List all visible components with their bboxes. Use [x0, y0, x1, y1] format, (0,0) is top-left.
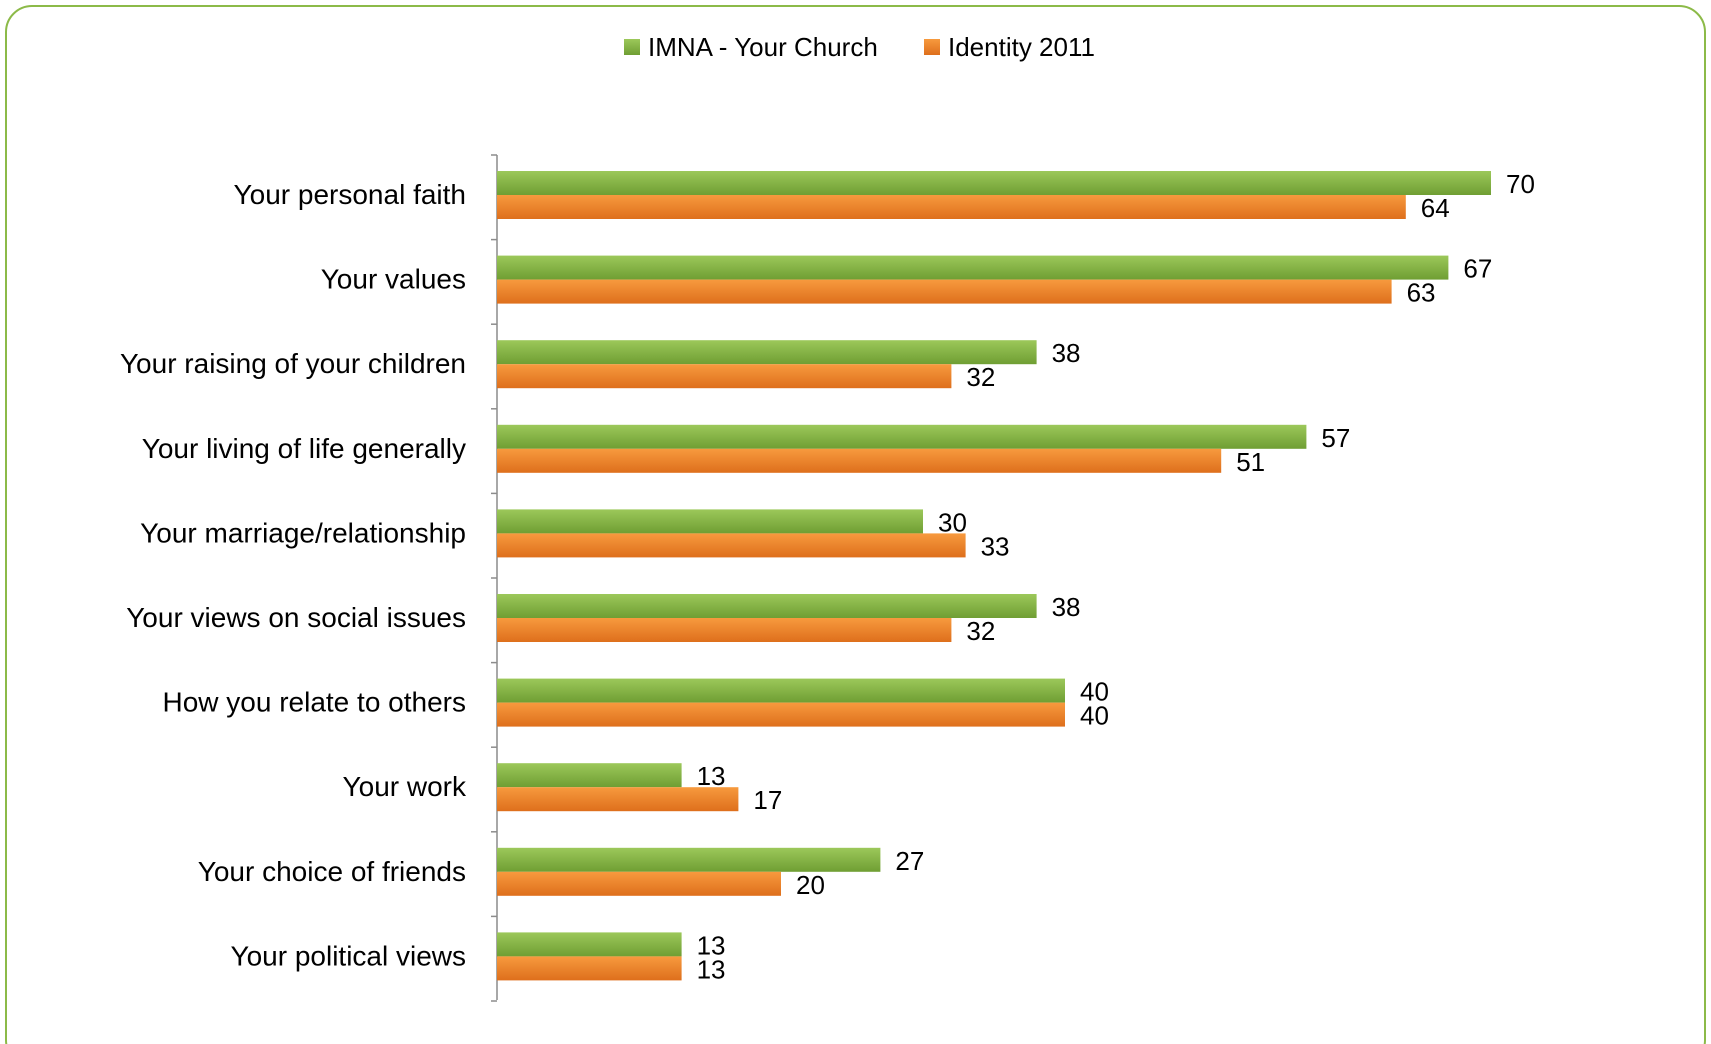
- data-label-series-1: 13: [697, 761, 726, 791]
- bar-series-1: [497, 763, 682, 788]
- data-label-series-1: 57: [1321, 423, 1350, 453]
- bar-series-2: [497, 871, 781, 896]
- bar-series-2: [497, 956, 682, 981]
- data-label-series-2: 20: [796, 870, 825, 900]
- category-label: Your work: [343, 771, 467, 802]
- bar-series-2: [497, 279, 1392, 304]
- bar-series-1: [497, 594, 1037, 618]
- data-label-series-2: 32: [966, 616, 995, 646]
- legend-label-series-1: IMNA - Your Church: [648, 32, 878, 62]
- data-label-series-1: 30: [938, 507, 967, 537]
- category-label: Your views on social issues: [126, 602, 466, 633]
- data-label-series-1: 38: [1052, 338, 1081, 368]
- bar-series-1: [497, 509, 923, 534]
- y-axis-ticks: [491, 154, 497, 1002]
- category-label: Your political views: [230, 940, 466, 971]
- bars: [497, 171, 1491, 981]
- data-label-series-1: 70: [1506, 169, 1535, 199]
- category-label: Your raising of your children: [120, 348, 466, 379]
- bar-series-1: [497, 255, 1449, 280]
- bar-series-1: [497, 424, 1307, 449]
- bar-series-2: [497, 618, 952, 642]
- bar-series-2: [497, 195, 1406, 219]
- data-label-series-1: 40: [1080, 677, 1109, 707]
- data-label-series-1: 67: [1463, 254, 1492, 284]
- bar-series-2: [497, 448, 1222, 473]
- legend-label-series-2: Identity 2011: [948, 32, 1095, 62]
- data-label-series-1: 38: [1052, 592, 1081, 622]
- data-label-series-2: 51: [1236, 447, 1265, 477]
- bar-series-2: [497, 702, 1065, 727]
- bar-series-2: [497, 364, 952, 389]
- data-label-series-2: 13: [697, 954, 726, 984]
- bar-series-1: [497, 171, 1491, 195]
- data-label-series-2: 32: [966, 362, 995, 392]
- data-label-series-2: 33: [981, 531, 1010, 561]
- data-label-series-1: 27: [895, 846, 924, 876]
- category-label: Your personal faith: [234, 179, 466, 210]
- bar-series-2: [497, 533, 966, 558]
- category-label: Your choice of friends: [198, 856, 466, 887]
- bar-series-1: [497, 678, 1065, 703]
- category-label: Your marriage/relationship: [140, 517, 466, 548]
- category-labels: Your personal faith Your values Your raisi…: [120, 179, 467, 971]
- category-label: Your living of life generally: [142, 433, 466, 464]
- data-label-series-2: 63: [1407, 278, 1436, 308]
- legend-swatch-series-1: [624, 39, 640, 55]
- category-label: How you relate to others: [163, 687, 467, 718]
- bar-series-2: [497, 787, 739, 812]
- data-label-series-2: 40: [1080, 701, 1109, 731]
- data-label-series-2: 64: [1421, 193, 1450, 223]
- data-label-series-1: 13: [697, 930, 726, 960]
- data-label-series-2: 17: [753, 785, 782, 815]
- legend: IMNA - Your Church Identity 2011: [624, 32, 1095, 62]
- bar-series-1: [497, 340, 1037, 365]
- bar-series-1: [497, 847, 881, 872]
- legend-swatch-series-2: [924, 39, 940, 55]
- category-label: Your values: [321, 264, 466, 295]
- bar-series-1: [497, 932, 682, 957]
